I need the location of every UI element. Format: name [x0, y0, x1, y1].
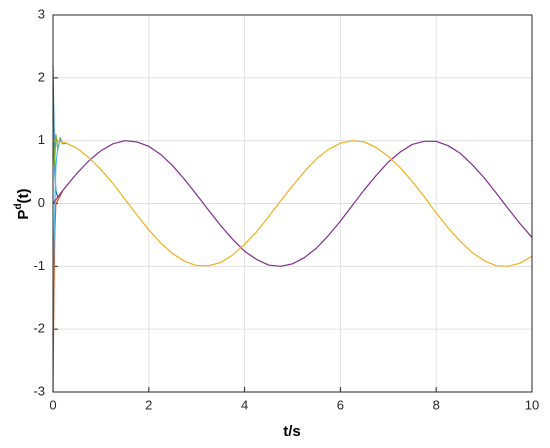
x-tick-label: 10 [525, 397, 539, 412]
y-tick-label: -3 [33, 383, 45, 398]
x-tick-label: 2 [145, 397, 152, 412]
y-label-main: P [15, 210, 32, 220]
x-tick-label: 8 [433, 397, 440, 412]
axes-box [52, 14, 533, 393]
y-axis-label: Pd(t) [13, 188, 32, 219]
x-tick-label: 4 [241, 397, 248, 412]
y-tick-label: 3 [38, 6, 45, 21]
y-tick-label: 1 [38, 132, 45, 147]
y-label-sup: d [13, 203, 24, 209]
y-label-rest: (t) [15, 188, 32, 203]
series-line [52, 140, 533, 267]
y-tick-label: 2 [38, 69, 45, 84]
x-tick-label: 6 [337, 397, 344, 412]
series-line [52, 190, 64, 393]
x-axis-label: t/s [283, 423, 301, 440]
series-line [52, 140, 533, 267]
y-tick-label: 0 [38, 195, 45, 210]
x-tick-label: 0 [49, 397, 56, 412]
y-tick-label: -1 [33, 258, 45, 273]
series-line [52, 140, 63, 292]
y-tick-label: -2 [33, 321, 45, 336]
